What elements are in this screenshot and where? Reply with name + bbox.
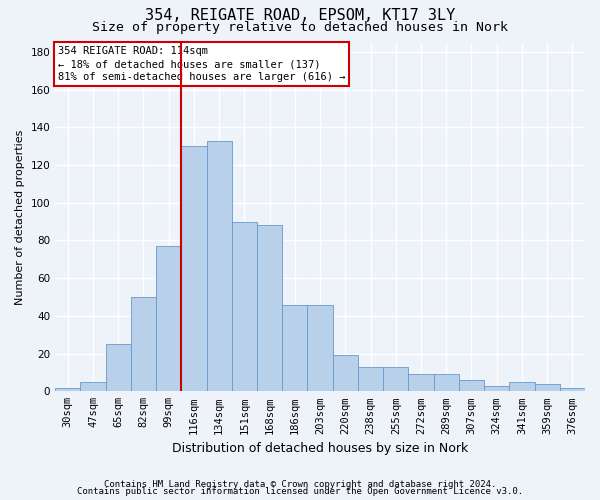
Text: Contains public sector information licensed under the Open Government Licence v3: Contains public sector information licen… <box>77 487 523 496</box>
Bar <box>55 388 80 392</box>
Bar <box>307 304 332 392</box>
Bar <box>282 304 307 392</box>
Bar <box>206 140 232 392</box>
Text: 354, REIGATE ROAD, EPSOM, KT17 3LY: 354, REIGATE ROAD, EPSOM, KT17 3LY <box>145 8 455 22</box>
Text: 354 REIGATE ROAD: 114sqm
← 18% of detached houses are smaller (137)
81% of semi-: 354 REIGATE ROAD: 114sqm ← 18% of detach… <box>58 46 346 82</box>
X-axis label: Distribution of detached houses by size in Nork: Distribution of detached houses by size … <box>172 442 468 455</box>
Text: Size of property relative to detached houses in Nork: Size of property relative to detached ho… <box>92 21 508 34</box>
Text: Contains HM Land Registry data © Crown copyright and database right 2024.: Contains HM Land Registry data © Crown c… <box>104 480 496 489</box>
Bar <box>156 246 181 392</box>
Bar <box>232 222 257 392</box>
Bar <box>560 388 585 392</box>
Bar <box>434 374 459 392</box>
Bar <box>332 356 358 392</box>
Bar <box>484 386 509 392</box>
Bar <box>383 367 409 392</box>
Bar <box>509 382 535 392</box>
Bar <box>257 226 282 392</box>
Bar <box>409 374 434 392</box>
Bar <box>131 297 156 392</box>
Bar <box>106 344 131 392</box>
Bar <box>80 382 106 392</box>
Y-axis label: Number of detached properties: Number of detached properties <box>15 129 25 304</box>
Bar <box>181 146 206 392</box>
Bar <box>459 380 484 392</box>
Bar <box>535 384 560 392</box>
Bar <box>358 367 383 392</box>
